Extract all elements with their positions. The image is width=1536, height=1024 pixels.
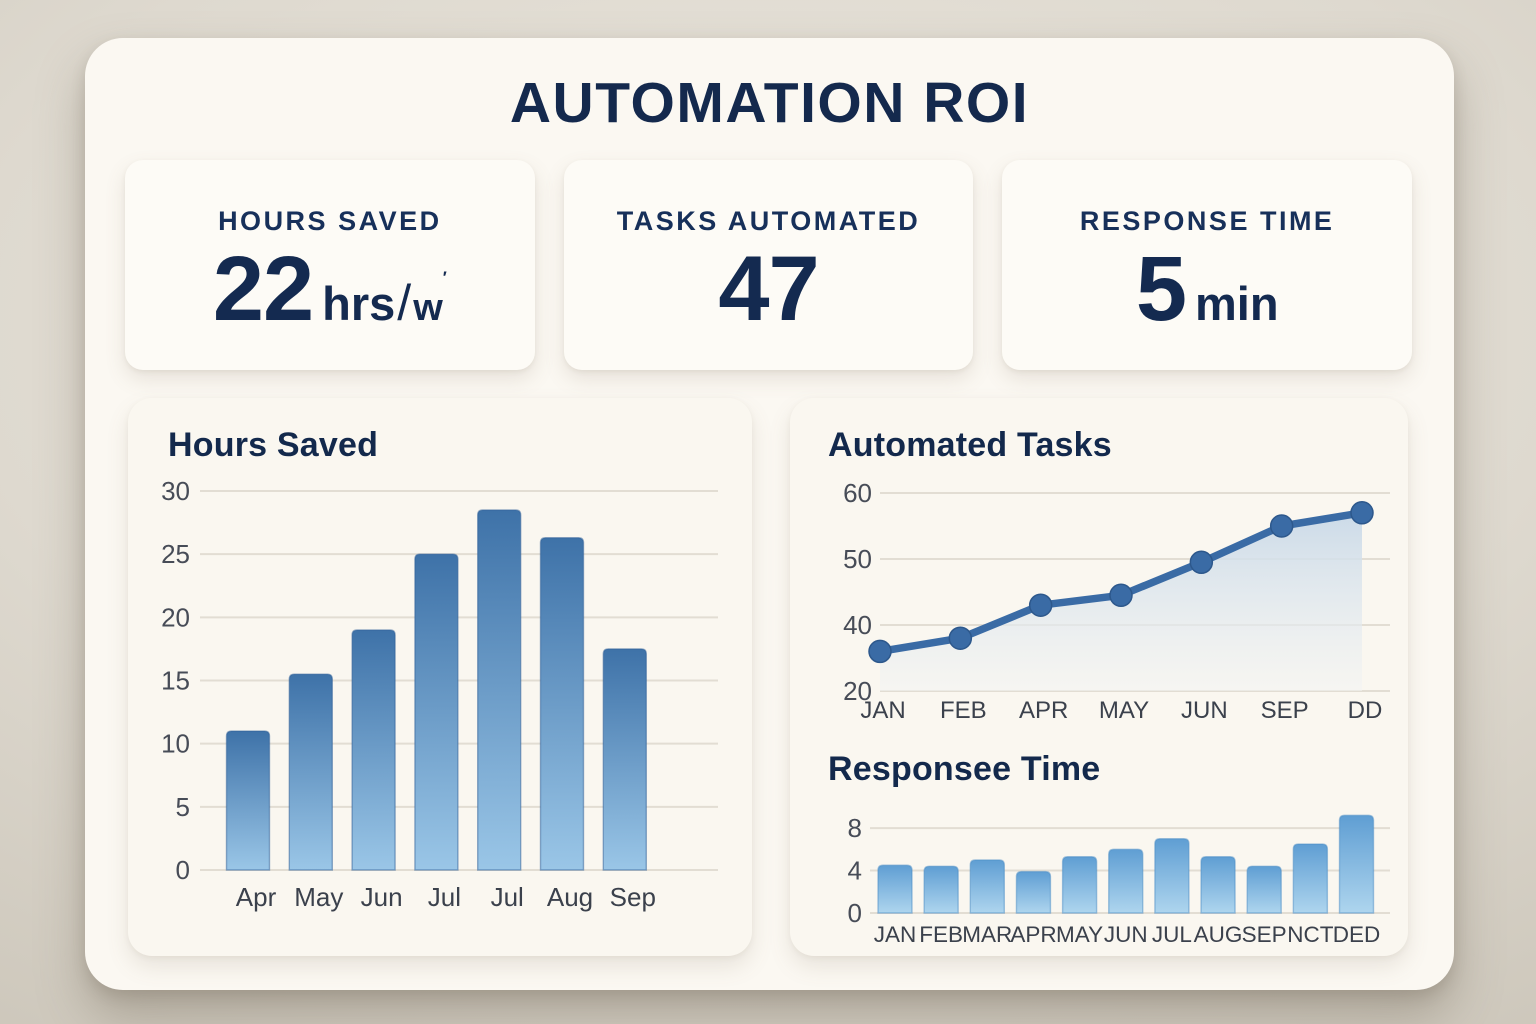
chart-title-response-time: Responsee Time (828, 750, 1101, 788)
bar (1246, 865, 1282, 914)
chart-title-automated-tasks: Automated Tasks (828, 426, 1112, 464)
y-tick-label: 10 (161, 729, 190, 759)
x-tick-label: DD (1348, 697, 1383, 723)
bar (477, 509, 522, 871)
y-tick-label: 8 (848, 813, 862, 843)
x-tick-label: JUL (1152, 922, 1192, 947)
kpi-value-number: 5 (1135, 238, 1187, 340)
x-tick-label: APR (1010, 922, 1056, 947)
kpi-value-number: 22 (212, 238, 314, 340)
kpi-value-number: 47 (718, 238, 819, 340)
y-tick-label: 20 (843, 676, 872, 706)
charts-row: Hours Saved 0 5 10 15 20 25 30 Apr May Jun Jul Jul A… (128, 398, 1408, 956)
kpi-label: RESPONSE TIME (1079, 206, 1335, 236)
y-tick-label: 25 (161, 539, 190, 569)
bar (1338, 814, 1375, 914)
kpi-row: HOURS SAVED 22 hrs / w ′ TASKS AUTOMATED… (125, 160, 1413, 370)
x-tick-label: DED (1333, 922, 1381, 947)
x-tick-label: MAY (1056, 922, 1103, 947)
x-tick-label: Jun (361, 882, 403, 912)
y-tick-label: 60 (843, 478, 872, 508)
y-tick-label: 50 (843, 544, 872, 574)
kpi-value-unit: hrs (322, 277, 396, 330)
y-tick-label: 0 (848, 898, 862, 928)
bar (923, 865, 959, 914)
x-tick-label: FEB (919, 922, 963, 947)
hours-saved-chart: 0 5 10 15 20 25 30 Apr May Jun Jul Jul Aug Sep (161, 476, 718, 912)
x-tick-label: JUN (1104, 922, 1148, 947)
x-tick-label: NCT (1287, 922, 1333, 947)
bar (1154, 838, 1190, 914)
y-tick-label: 40 (843, 610, 872, 640)
bar (1200, 856, 1236, 914)
data-point-marker (1109, 583, 1133, 608)
bar (225, 730, 271, 871)
bar (539, 537, 585, 871)
bar (969, 859, 1005, 914)
bar (1108, 848, 1144, 914)
bar (1061, 856, 1098, 914)
x-tick-label: AUG (1194, 922, 1243, 947)
data-point-marker (948, 626, 973, 650)
panel-hours-saved: Hours Saved 0 5 10 15 20 25 30 Apr May Jun Jul Jul A… (128, 398, 752, 956)
bar (602, 648, 647, 871)
data-point-marker (1189, 550, 1214, 575)
x-tick-label: SEP (1242, 922, 1287, 947)
kpi-value: 22 hrs / w ′ (213, 243, 447, 335)
kpi-unit-slash: / (397, 275, 412, 331)
kpi-card-response-time: RESPONSE TIME 5 min (1002, 160, 1413, 370)
x-tick-label: JAN (874, 922, 917, 947)
kpi-value: 47 (718, 238, 819, 340)
bar (351, 629, 396, 871)
kpi-value-unit: min (1194, 277, 1279, 330)
y-tick-label: 0 (176, 855, 190, 885)
y-tick-label: 20 (161, 602, 190, 632)
bar (414, 553, 459, 871)
x-tick-label: JAN (860, 697, 905, 723)
panel-automation-metrics: Automated Tasks 60 50 40 20 JAN FEB APR MAY JUN S… (790, 398, 1408, 956)
data-point-marker (1350, 501, 1374, 525)
x-tick-label: Apr (236, 882, 277, 912)
kpi-card-hours-saved: HOURS SAVED 22 hrs / w ′ (125, 160, 535, 370)
chart-title-hours-saved: Hours Saved (168, 426, 379, 464)
x-tick-label: Jul (491, 882, 524, 912)
x-tick-label: Jul (428, 882, 461, 912)
bar (288, 673, 333, 871)
y-tick-label: 5 (176, 792, 190, 822)
y-tick-label: 4 (848, 856, 862, 886)
data-point-marker (1269, 514, 1294, 538)
x-tick-label: Aug (547, 882, 593, 912)
bar (1292, 843, 1329, 914)
kpi-label: TASKS AUTOMATED (616, 206, 921, 236)
bar (1015, 870, 1052, 914)
x-tick-label: FEB (940, 697, 987, 723)
kpi-unit-small: w (413, 287, 443, 329)
x-tick-label: Sep (610, 882, 656, 912)
x-tick-label: SEP (1261, 697, 1309, 723)
x-tick-label: APR (1019, 697, 1068, 723)
page-title: AUTOMATION ROI (509, 71, 1030, 135)
x-tick-label: May (294, 882, 343, 912)
kpi-value: 5 min (1136, 243, 1279, 335)
dashboard-card: AUTOMATION ROI HOURS SAVED 22 hrs / w ′ … (85, 38, 1454, 990)
kpi-label: HOURS SAVED (218, 206, 442, 236)
y-tick-label: 30 (161, 476, 190, 506)
bar (877, 864, 913, 914)
kpi-card-tasks-automated: TASKS AUTOMATED 47 (563, 160, 974, 370)
kpi-unit-mark: ′ (442, 268, 447, 287)
x-tick-label: MAR (962, 922, 1012, 947)
y-tick-label: 15 (161, 666, 190, 696)
x-tick-label: MAY (1099, 697, 1149, 723)
data-point-marker (868, 639, 892, 664)
x-tick-label: JUN (1181, 697, 1228, 723)
data-point-marker (1028, 593, 1053, 617)
